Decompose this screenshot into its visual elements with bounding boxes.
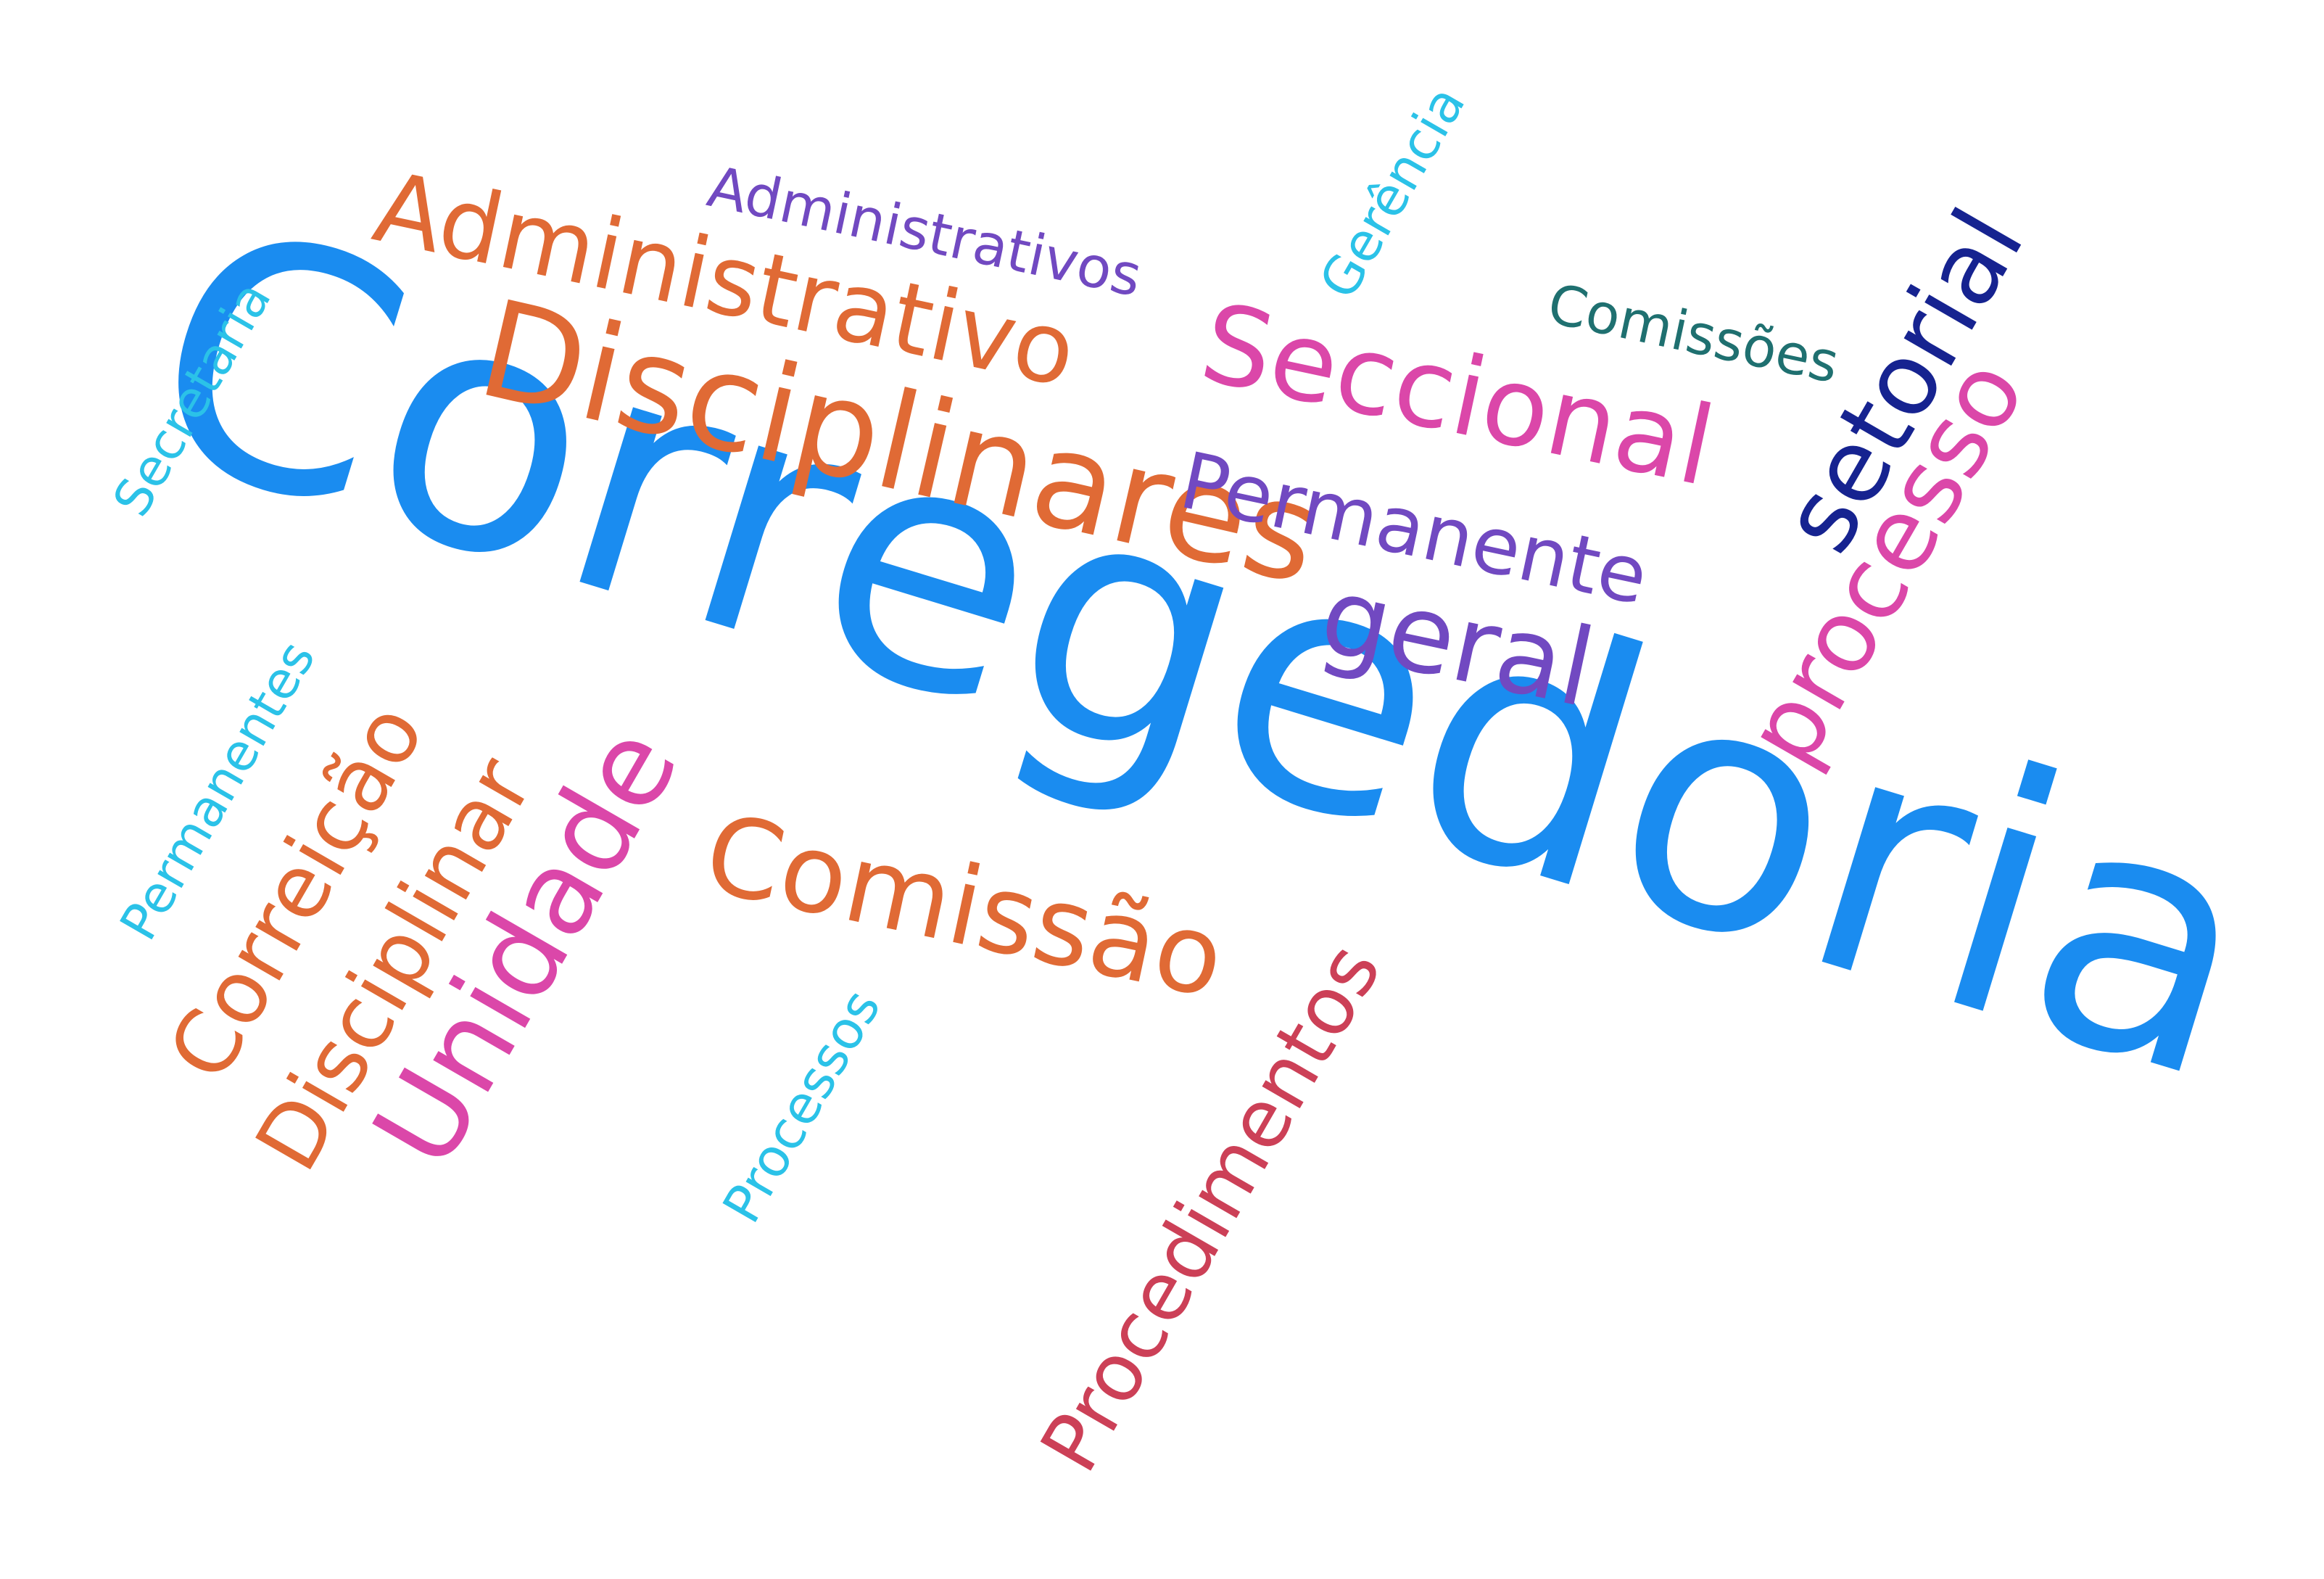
word-processos: Processos bbox=[710, 979, 893, 1233]
word-gerencia: Gerência bbox=[1307, 75, 1477, 309]
word-procedimentos: Procedimentos bbox=[1022, 928, 1399, 1488]
